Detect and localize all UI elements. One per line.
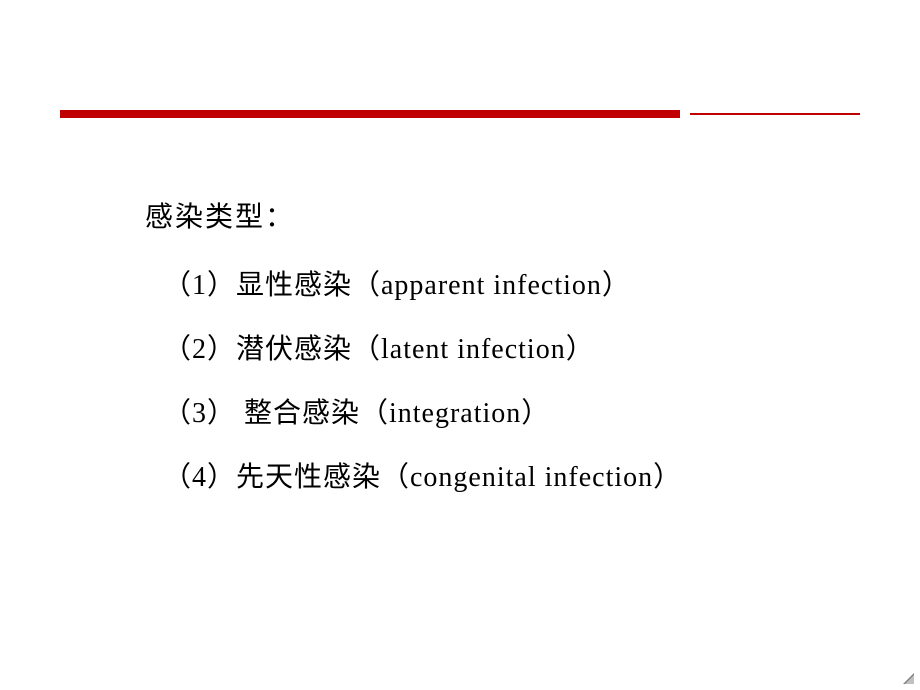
list-item: （3） 整合感染（integration） bbox=[145, 391, 682, 431]
divider-thick-bar bbox=[60, 110, 680, 118]
slide-content: 感染类型： （1）显性感染（apparent infection） （2）潜伏感… bbox=[145, 195, 682, 519]
page-corner-icon bbox=[892, 662, 914, 684]
list-item: （2）潜伏感染（latent infection） bbox=[145, 327, 682, 367]
list-item: （1）显性感染（apparent infection） bbox=[145, 263, 682, 303]
divider-thin-bar bbox=[690, 113, 860, 115]
list-item: （4）先天性感染（congenital infection） bbox=[145, 455, 682, 495]
content-heading: 感染类型： bbox=[145, 195, 682, 235]
